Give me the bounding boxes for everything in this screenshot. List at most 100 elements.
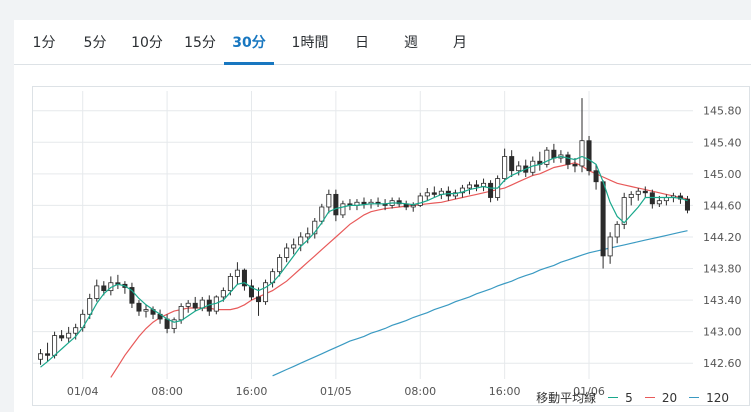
candle-body bbox=[586, 140, 592, 172]
tab-1hour[interactable]: 1時間 bbox=[291, 35, 329, 51]
candle-body bbox=[171, 319, 177, 329]
candle-body bbox=[52, 335, 58, 356]
candle-body bbox=[600, 181, 606, 257]
legend-ma20-swatch bbox=[644, 397, 655, 398]
candle-body bbox=[101, 285, 107, 292]
candle-body bbox=[614, 223, 620, 238]
candle-body bbox=[516, 165, 522, 172]
candle-body bbox=[361, 201, 367, 205]
candle-body bbox=[544, 149, 550, 165]
tab-month[interactable]: 月 bbox=[453, 35, 467, 51]
candle-body bbox=[635, 190, 641, 195]
y-tick-label: 143.80 bbox=[703, 263, 742, 276]
legend-ma120-swatch bbox=[689, 397, 700, 398]
candle-body bbox=[607, 236, 613, 257]
candle-body bbox=[248, 285, 254, 298]
legend-ma5-label: 5 bbox=[625, 390, 633, 405]
candle-body bbox=[326, 193, 332, 208]
candle-body bbox=[593, 170, 599, 183]
tab-1min[interactable]: 1分 bbox=[32, 35, 56, 51]
ma5-line bbox=[40, 155, 688, 368]
candlestick-chart: 145.80 145.40 145.00 144.60 144.20 143.80 143.… bbox=[33, 91, 742, 398]
ma120-line bbox=[272, 230, 688, 377]
candle-body bbox=[256, 296, 262, 303]
candle-body bbox=[305, 233, 311, 238]
y-tick-label: 145.40 bbox=[703, 136, 742, 149]
candle-body bbox=[466, 184, 472, 189]
candle-body bbox=[579, 140, 585, 167]
candle-body bbox=[628, 193, 634, 198]
candle-body bbox=[621, 197, 627, 225]
candle-body bbox=[136, 302, 142, 312]
legend-title: 移動平均線 bbox=[536, 391, 597, 405]
candle-body bbox=[417, 195, 423, 206]
timeframe-tabs: 1分 5分 10分 15分 30分 1時間 日 週 月 bbox=[14, 20, 751, 65]
candle-body bbox=[452, 192, 458, 197]
candle-body bbox=[642, 190, 648, 194]
tab-10min[interactable]: 10分 bbox=[131, 35, 163, 51]
y-tick-label: 145.80 bbox=[703, 105, 742, 118]
candle-body bbox=[656, 200, 662, 205]
candle-body bbox=[59, 335, 65, 339]
x-tick-label: 01/04 bbox=[67, 385, 99, 398]
candle-body bbox=[509, 156, 515, 172]
legend-ma5-swatch bbox=[608, 397, 619, 398]
candle-body bbox=[340, 203, 346, 216]
candle-body bbox=[319, 206, 325, 222]
x-tick-label: 08:00 bbox=[151, 385, 183, 398]
tab-15min[interactable]: 15分 bbox=[184, 35, 216, 51]
candle-body bbox=[396, 200, 402, 205]
candle-body bbox=[87, 298, 93, 315]
candle-body bbox=[488, 182, 494, 198]
candle-body bbox=[551, 149, 557, 159]
x-tick-label: 08:00 bbox=[404, 385, 436, 398]
candle-body bbox=[684, 198, 690, 211]
candle-body bbox=[38, 353, 44, 360]
chart-card: 1分 5分 10分 15分 30分 1時間 日 週 月 145.80 145.40… bbox=[14, 20, 751, 412]
y-tick-label: 144.20 bbox=[703, 231, 742, 244]
candle-body bbox=[298, 236, 304, 246]
x-tick-label: 16:00 bbox=[489, 385, 521, 398]
chart-legend: 移動平均線 5 20 120 bbox=[536, 389, 729, 406]
x-tick-label: 01/05 bbox=[320, 385, 352, 398]
candle-body bbox=[45, 353, 51, 356]
candle-body bbox=[263, 282, 269, 303]
candle-body bbox=[431, 192, 437, 195]
candle-body bbox=[164, 318, 170, 329]
tab-5min[interactable]: 5分 bbox=[83, 35, 107, 51]
candle-body bbox=[459, 187, 465, 194]
y-tick-label: 143.00 bbox=[703, 326, 742, 339]
tab-30min[interactable]: 30分 bbox=[224, 20, 274, 65]
chart-plot-area[interactable]: 145.80 145.40 145.00 144.60 144.20 143.80 143.… bbox=[32, 86, 750, 406]
legend-ma20-label: 20 bbox=[661, 390, 678, 405]
candle-body bbox=[284, 247, 290, 258]
candle-body bbox=[227, 276, 233, 292]
y-tick-label: 145.00 bbox=[703, 168, 742, 181]
candle-body bbox=[572, 163, 578, 167]
y-tick-label: 143.40 bbox=[703, 294, 742, 307]
x-tick-label: 16:00 bbox=[236, 385, 268, 398]
candle-body bbox=[143, 309, 149, 312]
candle-body bbox=[649, 192, 655, 205]
candle-body bbox=[73, 327, 79, 334]
candle-body bbox=[129, 287, 135, 304]
candle-body bbox=[234, 269, 240, 277]
candle-body bbox=[312, 220, 318, 235]
candle-body bbox=[192, 302, 198, 309]
candle-body bbox=[410, 205, 416, 208]
candle-body bbox=[565, 154, 571, 165]
x-tick-label: 01/06 bbox=[573, 385, 605, 398]
candle-body bbox=[424, 192, 430, 197]
candle-body bbox=[178, 306, 184, 321]
tab-week[interactable]: 週 bbox=[404, 35, 418, 51]
candle-body bbox=[220, 290, 226, 298]
candle-body bbox=[241, 269, 247, 287]
legend-ma120-label: 120 bbox=[706, 390, 729, 405]
tab-day[interactable]: 日 bbox=[355, 35, 369, 51]
candle-body bbox=[185, 302, 191, 307]
candle-body bbox=[66, 332, 72, 339]
candle-body bbox=[502, 156, 508, 179]
candle-body bbox=[474, 184, 480, 187]
candle-body bbox=[94, 285, 100, 299]
candle-body bbox=[333, 193, 339, 216]
